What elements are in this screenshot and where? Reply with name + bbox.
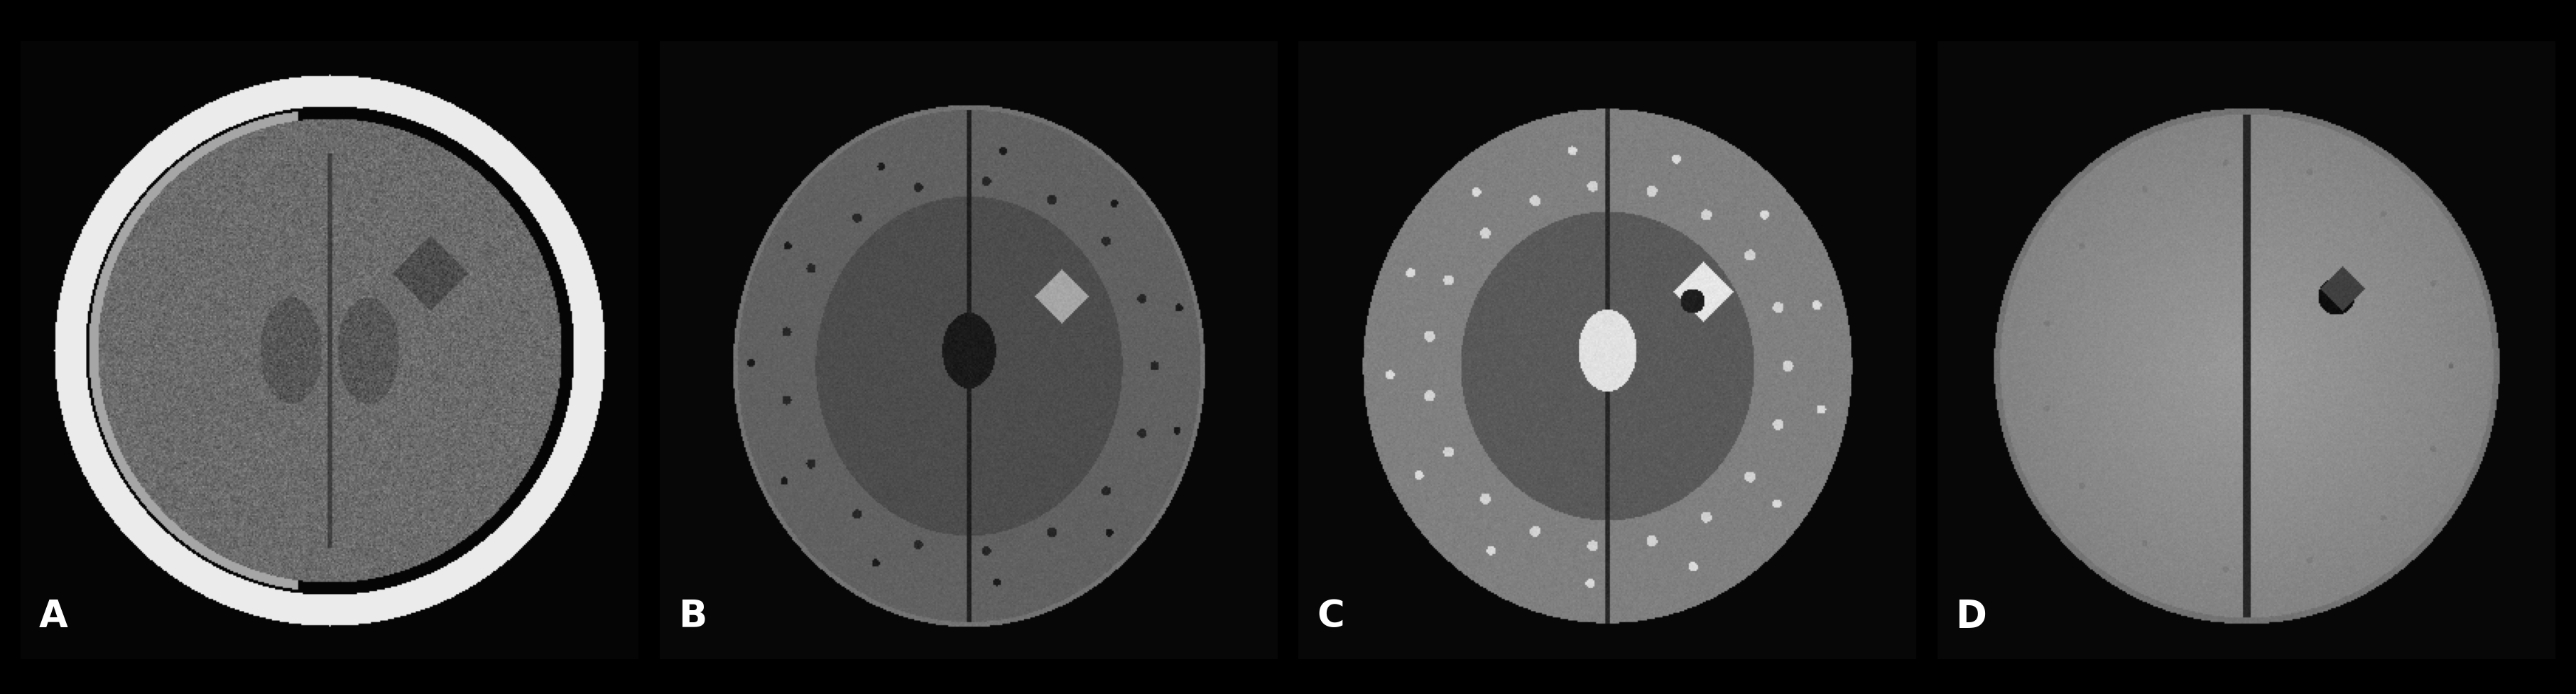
Text: C: C [1316,598,1345,635]
Text: B: B [677,598,706,635]
Text: A: A [39,598,67,635]
Text: D: D [1955,598,1986,635]
